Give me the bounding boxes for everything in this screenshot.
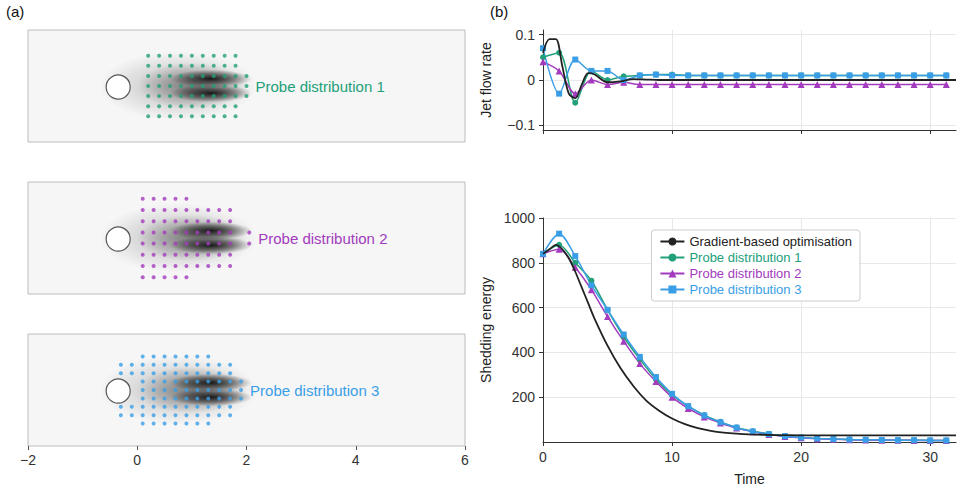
svg-text:Probe distribution 2: Probe distribution 2	[258, 230, 387, 247]
svg-text:6: 6	[461, 452, 469, 468]
svg-text:−0.1: −0.1	[507, 117, 535, 133]
svg-text:400: 400	[512, 344, 536, 360]
svg-text:Probe distribution 3: Probe distribution 3	[250, 382, 379, 399]
svg-text:Probe distribution 2: Probe distribution 2	[689, 266, 801, 281]
svg-text:(a): (a)	[6, 3, 24, 20]
svg-text:(b): (b)	[490, 3, 508, 20]
svg-text:2: 2	[243, 452, 251, 468]
svg-text:Time: Time	[734, 471, 765, 487]
svg-text:Probe distribution 1: Probe distribution 1	[689, 250, 801, 265]
svg-text:0: 0	[539, 449, 547, 465]
svg-text:200: 200	[512, 389, 536, 405]
svg-text:−2: −2	[20, 452, 36, 468]
svg-text:1000: 1000	[504, 210, 535, 226]
svg-text:20: 20	[793, 449, 809, 465]
svg-text:Probe distribution 3: Probe distribution 3	[689, 282, 801, 297]
svg-text:0: 0	[133, 452, 141, 468]
svg-text:10: 10	[664, 449, 680, 465]
svg-text:600: 600	[512, 300, 536, 316]
svg-text:0: 0	[527, 72, 535, 88]
svg-text:Shedding energy: Shedding energy	[478, 277, 494, 383]
svg-text:Jet flow rate: Jet flow rate	[478, 42, 494, 118]
svg-text:Gradient-based optimisation: Gradient-based optimisation	[689, 234, 852, 249]
svg-text:800: 800	[512, 255, 536, 271]
svg-text:Probe distribution 1: Probe distribution 1	[256, 78, 385, 95]
svg-text:30: 30	[922, 449, 938, 465]
svg-text:4: 4	[352, 452, 360, 468]
svg-text:0.1: 0.1	[516, 27, 536, 43]
